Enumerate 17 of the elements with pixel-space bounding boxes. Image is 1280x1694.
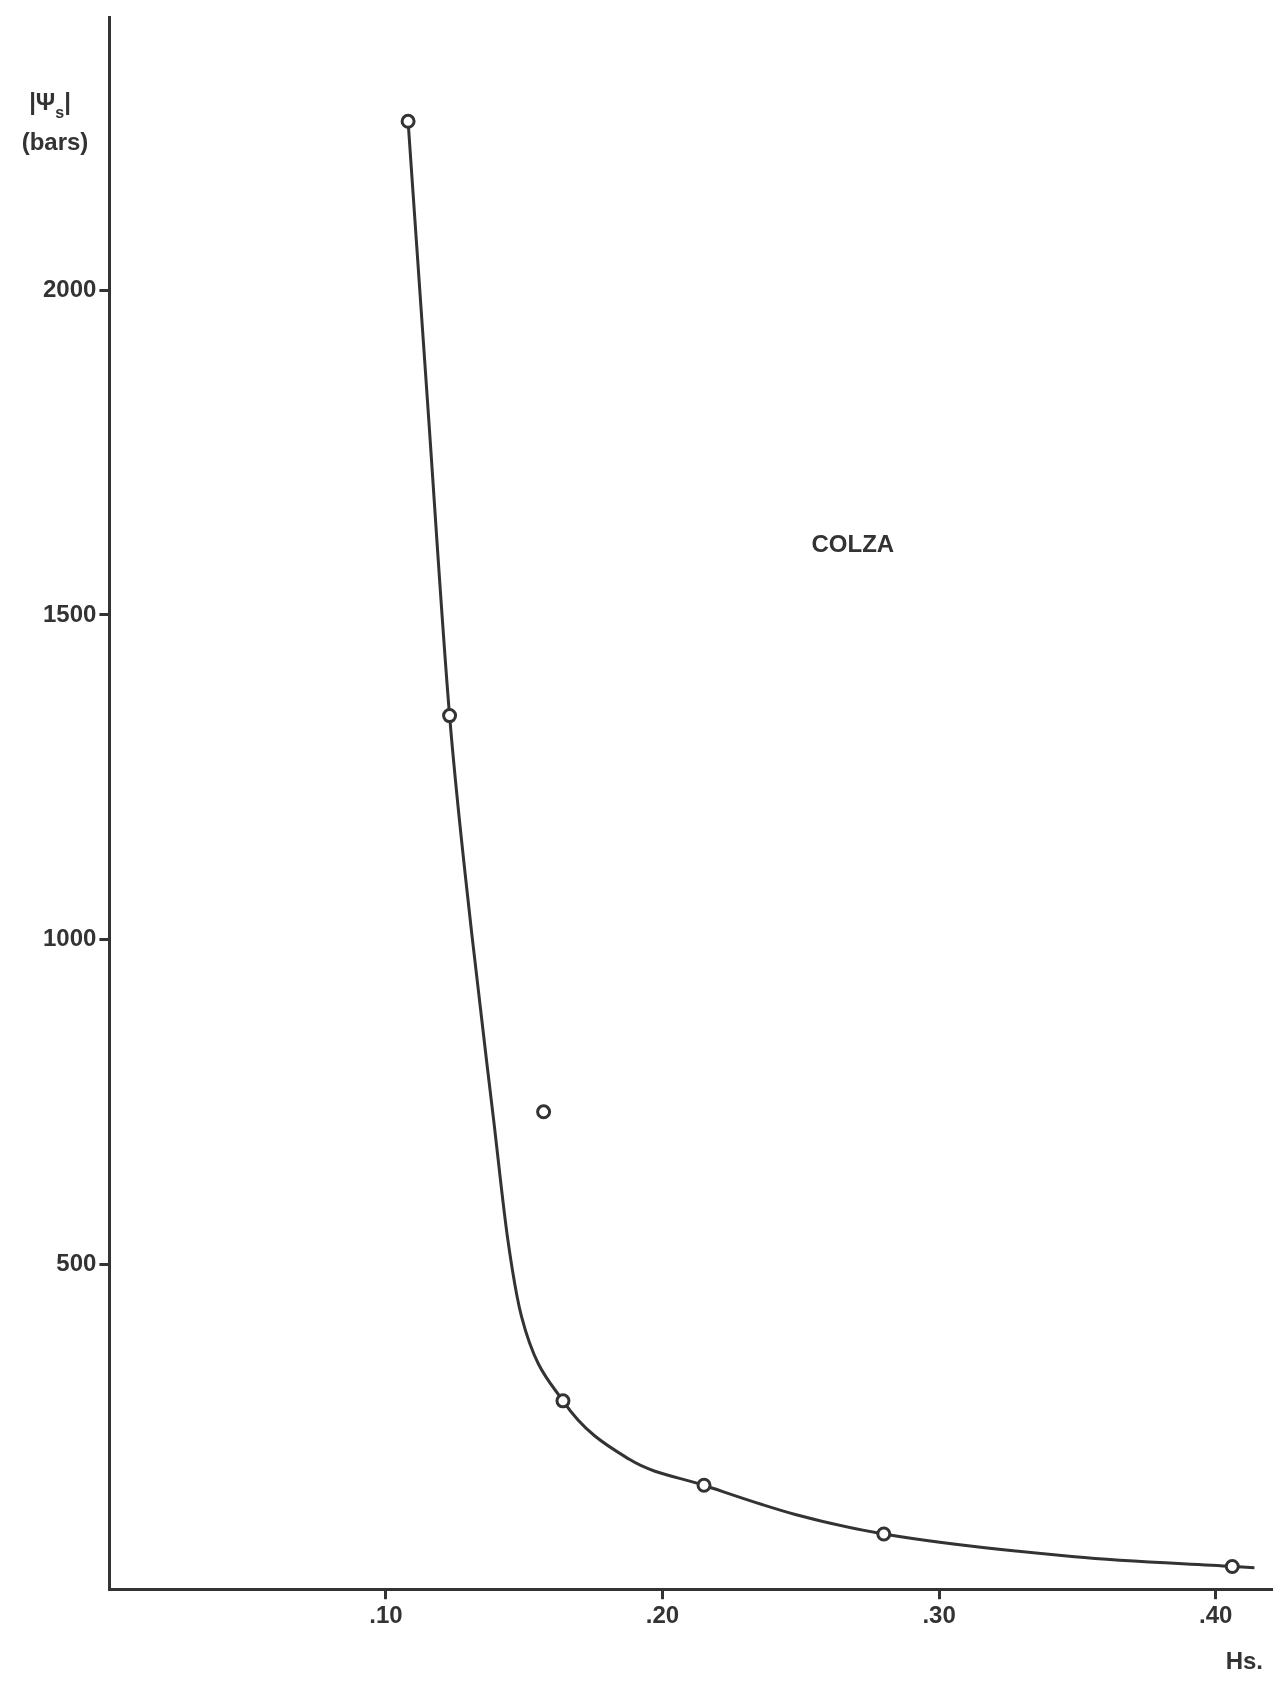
y-tick-label: 1000: [43, 924, 97, 952]
x-tick-label: .30: [922, 1601, 956, 1629]
point: [696, 1477, 712, 1493]
point: [536, 1104, 552, 1120]
point: [442, 708, 458, 724]
y-tick-label: 500: [56, 1249, 97, 1277]
point: [1224, 1558, 1240, 1574]
annotation: COLZA: [811, 529, 895, 557]
x-tick-label: .20: [645, 1601, 680, 1629]
x-tick-label: .40: [1199, 1601, 1233, 1629]
y-tick-label: 1500: [43, 599, 97, 627]
point: [555, 1393, 571, 1409]
y-tick-label: 2000: [43, 274, 97, 302]
point: [876, 1526, 892, 1542]
x-axis-title: Hs.: [1225, 1647, 1264, 1675]
point: [400, 113, 416, 129]
x-tick-label: .10: [369, 1601, 403, 1629]
